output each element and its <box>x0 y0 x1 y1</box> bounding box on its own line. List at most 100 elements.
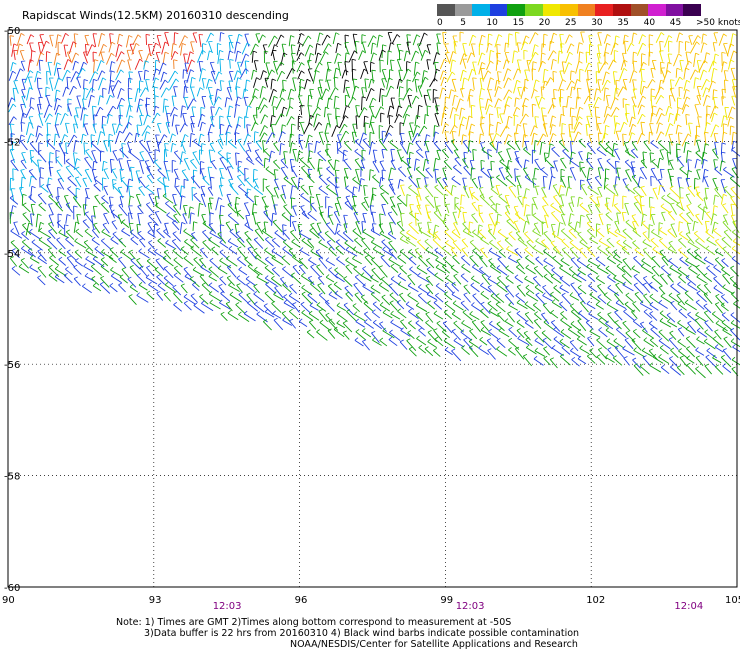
wind-barb-feather <box>228 178 233 181</box>
wind-barb-feather <box>451 282 456 285</box>
wind-barb-feather <box>399 179 404 182</box>
wind-barb-feather <box>253 168 258 171</box>
wind-barb <box>453 150 460 159</box>
wind-barb <box>721 61 725 73</box>
wind-barb-feather <box>714 194 719 198</box>
wind-barb <box>55 203 64 212</box>
wind-barb <box>156 188 160 200</box>
wind-barb-feather <box>423 70 428 73</box>
wind-barb <box>264 206 269 217</box>
wind-barb <box>403 50 407 62</box>
wind-barb <box>8 116 15 126</box>
wind-barb-feather <box>247 188 252 191</box>
wind-barb-feather <box>389 183 394 186</box>
wind-barb <box>183 268 192 278</box>
wind-barb-feather <box>667 70 672 74</box>
wind-barb <box>56 68 60 80</box>
wind-barb <box>190 87 196 100</box>
wind-barb-feather <box>407 282 412 286</box>
wind-barb-feather <box>622 178 627 180</box>
wind-barb-feather <box>164 79 169 84</box>
wind-barb-feather <box>670 202 675 205</box>
wind-barb <box>7 97 12 109</box>
wind-barb <box>637 114 643 125</box>
wind-barb-feather <box>670 79 675 81</box>
wind-barb-feather <box>552 133 557 137</box>
wind-barb-feather <box>451 139 456 142</box>
wind-barb <box>381 149 385 159</box>
wind-barb <box>20 113 24 124</box>
wind-barb <box>648 284 659 293</box>
wind-barb <box>622 242 633 249</box>
wind-barb <box>235 86 238 98</box>
wind-barb <box>335 241 346 251</box>
wind-barb <box>704 132 707 146</box>
wind-barb-feather <box>99 106 104 111</box>
wind-barb-feather <box>525 35 530 39</box>
wind-barb <box>193 305 205 314</box>
wind-barb <box>460 88 464 98</box>
wind-barb <box>650 239 659 248</box>
wind-barb-feather <box>505 175 510 179</box>
wind-barb <box>25 106 32 119</box>
wind-barb <box>399 238 409 245</box>
wind-barb-feather <box>505 293 510 296</box>
wind-barb-feather <box>291 68 296 72</box>
wind-barb <box>569 131 574 145</box>
wind-barb <box>219 242 229 249</box>
wind-barb <box>551 269 563 280</box>
wind-barb-feather <box>110 236 115 240</box>
wind-barb <box>207 167 211 181</box>
wind-barb-feather <box>415 50 420 54</box>
wind-barb <box>444 96 446 110</box>
wind-barb-feather <box>415 140 420 143</box>
wind-barb <box>450 267 459 274</box>
wind-barb-feather <box>370 169 375 172</box>
wind-barb-feather <box>579 247 584 251</box>
wind-barb <box>101 231 111 238</box>
wind-barb-feather <box>263 148 268 151</box>
wind-barb <box>525 293 539 302</box>
wind-barb-feather <box>147 221 152 224</box>
wind-barb-feather <box>219 276 224 279</box>
wind-barb <box>513 221 521 233</box>
wind-barb-feather <box>246 237 251 241</box>
wind-barb <box>441 247 452 257</box>
wind-barb <box>289 133 291 147</box>
wind-barb-feather <box>308 94 313 97</box>
wind-barb <box>570 86 573 96</box>
wind-barb-feather <box>615 282 620 286</box>
wind-barb-feather <box>721 151 726 154</box>
wind-barb-feather <box>155 210 160 213</box>
wind-barb-feather <box>121 97 125 101</box>
wind-barb-feather <box>300 52 305 56</box>
wind-barb-feather <box>83 79 88 82</box>
wind-barb <box>496 283 508 293</box>
wind-barb <box>668 260 679 269</box>
wind-barb <box>48 223 58 235</box>
wind-barb <box>613 122 617 135</box>
wind-barb <box>667 53 671 65</box>
wind-barb <box>660 68 666 79</box>
wind-barb-feather <box>164 148 169 151</box>
wind-barb <box>334 159 337 170</box>
wind-barb-feather <box>155 59 160 62</box>
wind-barb <box>532 197 538 210</box>
wind-barb-feather <box>676 148 681 151</box>
wind-barb <box>35 213 39 228</box>
wind-barb-feather <box>434 125 439 128</box>
wind-barb <box>331 125 337 138</box>
wind-barb-feather <box>679 186 684 189</box>
wind-barb-feather <box>587 184 592 188</box>
wind-barb-feather <box>191 231 196 235</box>
wind-barb-feather <box>426 291 431 295</box>
wind-barb <box>147 223 155 234</box>
wind-barb <box>190 239 200 249</box>
wind-barb <box>208 284 219 293</box>
wind-barb-feather <box>622 258 627 261</box>
wind-barb-feather <box>282 124 287 127</box>
wind-barb-feather <box>11 97 16 101</box>
wind-barb-feather <box>101 228 105 233</box>
wind-barb <box>566 96 569 108</box>
wind-barb <box>462 223 472 234</box>
